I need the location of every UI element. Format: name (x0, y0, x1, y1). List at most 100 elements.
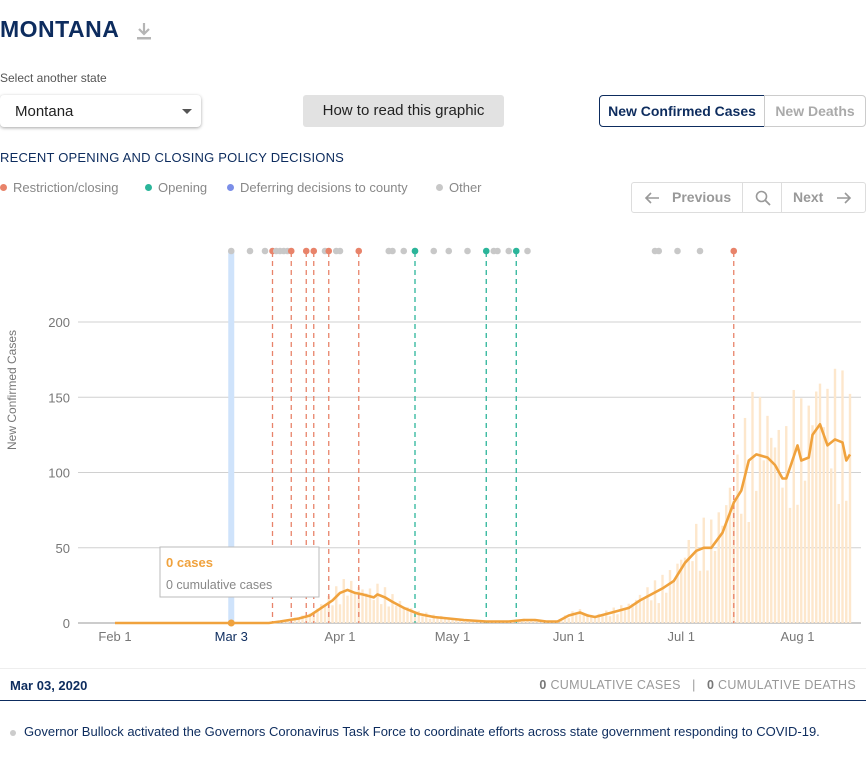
daily-bar (346, 595, 349, 623)
daily-bar (383, 587, 387, 623)
daily-bar (627, 603, 630, 623)
event-text: Governor Bullock activated the Governors… (24, 724, 820, 739)
daily-bar (620, 605, 623, 623)
legend-dot-county (227, 184, 234, 191)
daily-bar (428, 618, 432, 623)
daily-bar (785, 426, 788, 623)
daily-bar (623, 609, 627, 623)
arrow-right-icon (837, 192, 852, 204)
daily-bar (305, 616, 308, 623)
daily-bar (687, 539, 690, 623)
y-tick-label: 200 (48, 315, 70, 330)
daily-bar (710, 519, 713, 623)
daily-bar (372, 600, 375, 623)
policy-dot-other (246, 247, 254, 255)
x-tick-label: Jun 1 (553, 629, 585, 644)
cumulative-stats: 0 CUMULATIVE CASES | 0 CUMULATIVE DEATHS (539, 678, 856, 692)
y-tick-label: 50 (56, 541, 70, 556)
daily-bar (676, 563, 679, 623)
policy-dot-other (696, 247, 704, 255)
daily-bar (608, 616, 612, 623)
x-tick-label: Apr 1 (324, 629, 355, 644)
daily-bar (571, 611, 574, 623)
daily-bar (563, 615, 567, 623)
daily-bar (297, 619, 300, 623)
policy-dot-other (261, 247, 269, 255)
daily-bar (698, 570, 702, 623)
daily-bar (747, 522, 750, 623)
daily-bar (661, 574, 664, 623)
policy-dot-other (400, 247, 408, 255)
tooltip-cases: 0 cases (166, 555, 213, 570)
daily-bar (586, 613, 589, 623)
cases-chart: 0 50 100 150 200 New Confirmed Cases Feb 1 Apr … (5, 247, 861, 644)
policy-dot-other (445, 247, 453, 255)
daily-bar (837, 503, 840, 623)
tab-new-deaths[interactable]: New Deaths (764, 95, 866, 127)
daily-bar (695, 523, 698, 623)
daily-bar (425, 612, 428, 623)
daily-bar (526, 620, 529, 623)
daily-bar (350, 580, 353, 623)
cumulative-deaths-label: CUMULATIVE DEATHS (718, 678, 856, 692)
search-icon (755, 190, 771, 206)
daily-bar (833, 368, 837, 623)
daily-bar (713, 550, 717, 623)
legend-item-county: Deferring decisions to county (227, 180, 408, 195)
chevron-down-icon (182, 109, 192, 114)
tab-new-confirmed-cases[interactable]: New Confirmed Cases (599, 95, 765, 127)
legend-item-restriction: Restriction/closing (0, 180, 119, 195)
daily-bar (447, 617, 450, 623)
state-select-value: Montana (15, 103, 74, 120)
search-button[interactable] (742, 183, 782, 212)
daily-bar (830, 468, 833, 623)
daily-bar (638, 594, 642, 623)
series-line (115, 423, 852, 625)
daily-bar (680, 559, 683, 623)
daily-bar (807, 405, 810, 623)
daily-bar (781, 487, 784, 623)
daily-bar (796, 504, 799, 623)
daily-bar (338, 604, 342, 623)
daily-bar (762, 460, 765, 623)
daily-bar (706, 570, 709, 623)
legend-label-restriction: Restriction/closing (13, 180, 119, 195)
policy-dot-opening (411, 247, 419, 255)
cumulative-cases-label: CUMULATIVE CASES (550, 678, 681, 692)
download-icon[interactable] (134, 20, 154, 42)
daily-bar (650, 600, 653, 623)
daily-bar (578, 609, 582, 623)
daily-bar (815, 391, 818, 623)
daily-bar (702, 517, 705, 623)
legend-item-other: Other (436, 180, 482, 195)
daily-bar (743, 417, 747, 623)
policy-dot-other (389, 247, 396, 255)
daily-bar (841, 370, 844, 623)
daily-bar (320, 604, 323, 623)
stats-separator: | (692, 678, 696, 692)
event-dot (10, 729, 16, 736)
daily-bar (353, 592, 357, 623)
daily-bar (751, 391, 754, 623)
daily-bar (413, 612, 417, 623)
daily-bar (691, 561, 694, 623)
daily-bar (740, 513, 743, 623)
y-axis-label: New Confirmed Cases (5, 330, 19, 450)
policy-dot-other (655, 247, 663, 255)
policy-dot-other (494, 247, 501, 255)
daily-bar (376, 583, 379, 623)
daily-bar (395, 605, 398, 623)
legend-label-opening: Opening (158, 180, 208, 195)
next-button[interactable]: Next (782, 183, 866, 212)
daily-bar (327, 595, 330, 623)
policy-dot-other (524, 247, 531, 255)
legend-dot-other (436, 184, 443, 191)
how-to-read-button[interactable]: How to read this graphic (303, 95, 504, 127)
daily-bar (725, 505, 728, 623)
previous-button[interactable]: Previous (632, 183, 742, 212)
state-select[interactable]: Montana (0, 95, 201, 127)
selected-date: Mar 03, 2020 (10, 678, 88, 693)
selected-date-highlight (228, 252, 235, 623)
daily-bar (758, 397, 762, 623)
y-tick-label: 0 (63, 616, 70, 631)
